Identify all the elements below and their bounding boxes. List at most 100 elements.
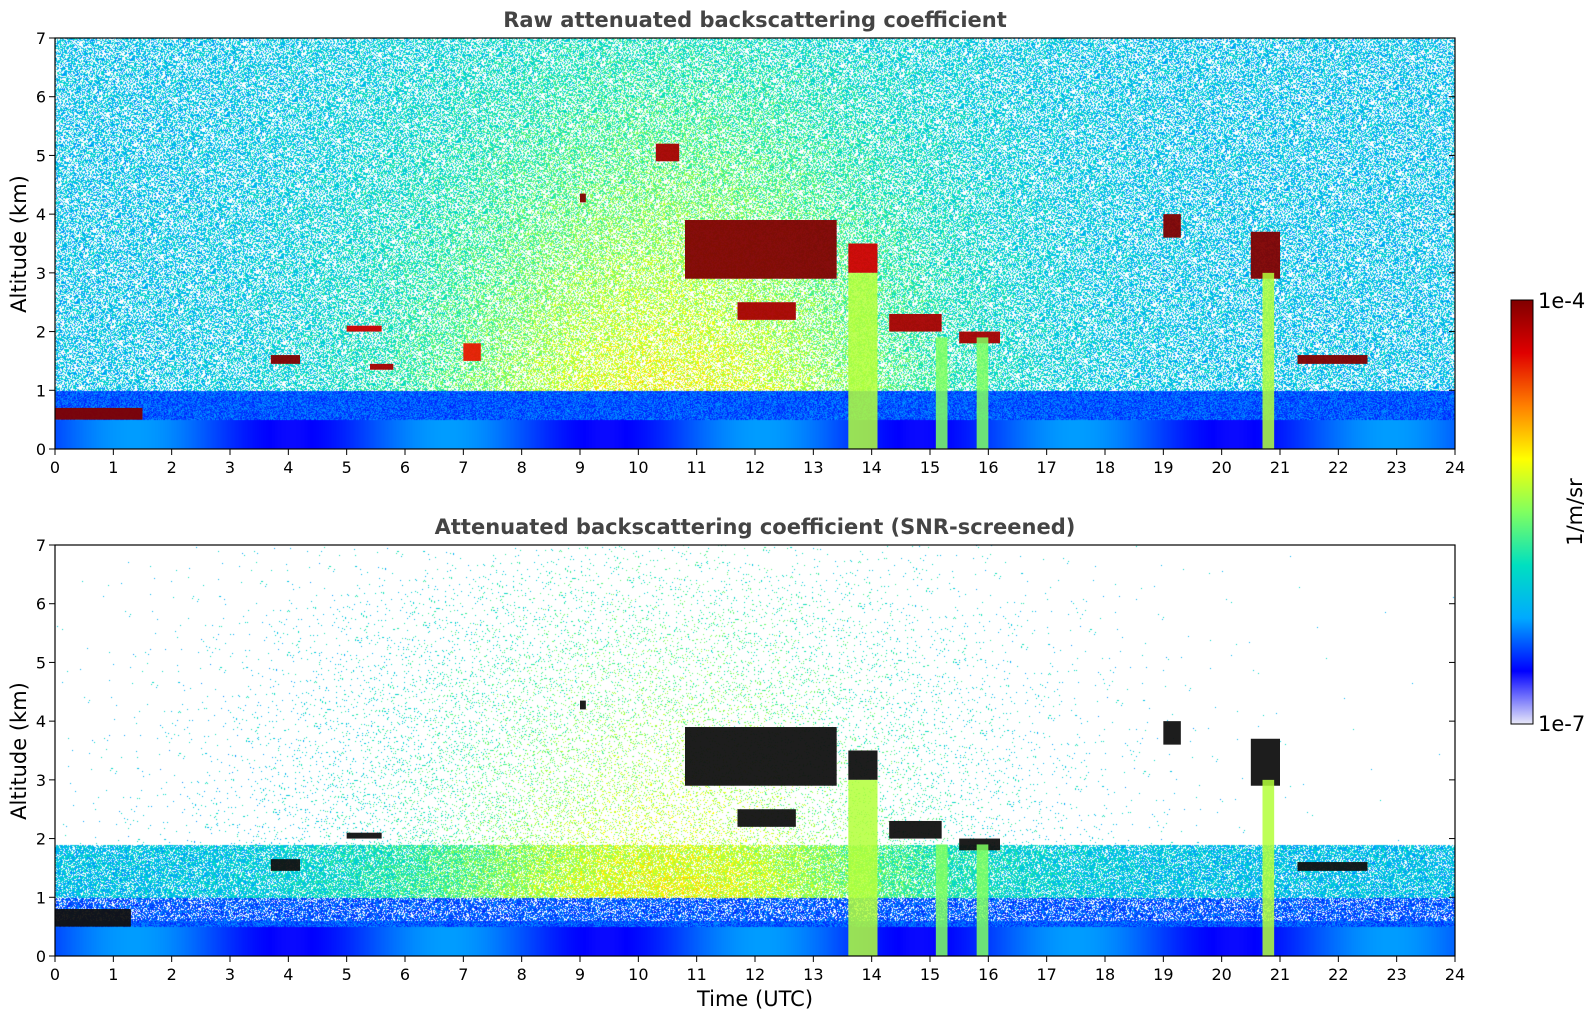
x-tick-label: 11 — [686, 458, 706, 477]
x-tick-label: 12 — [745, 458, 765, 477]
precipitation-feature — [976, 844, 989, 956]
x-tick-label: 5 — [342, 965, 352, 984]
x-tick-label: 22 — [1328, 458, 1348, 477]
x-tick-label: 5 — [342, 458, 352, 477]
x-tick-label: 21 — [1270, 965, 1290, 984]
bottom-panel: Attenuated backscattering coefficient (S… — [7, 515, 1465, 1011]
x-tick-label: 0 — [50, 965, 60, 984]
cloud-feature — [655, 143, 680, 162]
x-tick-label: 23 — [1386, 965, 1406, 984]
precipitation-feature — [1262, 272, 1275, 449]
x-tick-label: 16 — [978, 458, 998, 477]
precipitation-feature — [935, 337, 948, 449]
x-tick-label: 0 — [50, 458, 60, 477]
y-tick-label: 7 — [36, 29, 46, 48]
cloud-feature — [580, 193, 586, 203]
x-tick-label: 2 — [167, 965, 177, 984]
cloud-feature — [889, 313, 942, 332]
y-tick-label: 3 — [36, 264, 46, 283]
x-tick-label: 20 — [1211, 458, 1231, 477]
x-tick-label: 9 — [575, 458, 585, 477]
bottom-panel-title: Attenuated backscattering coefficient (S… — [435, 515, 1076, 539]
cloud-feature — [889, 820, 942, 839]
x-tick-label: 7 — [458, 458, 468, 477]
top-features — [55, 143, 1368, 449]
x-tick-label: 8 — [517, 965, 527, 984]
x-tick-label: 18 — [1095, 965, 1115, 984]
y-tick-label: 3 — [36, 771, 46, 790]
cloud-feature — [737, 809, 796, 827]
cloud-feature — [370, 363, 394, 370]
x-tick-label: 3 — [225, 458, 235, 477]
x-tick-label: 17 — [1036, 458, 1056, 477]
colorbar-gradient — [1510, 299, 1534, 725]
cloud-feature — [1250, 231, 1280, 279]
x-tick-label: 6 — [400, 965, 410, 984]
precipitation-feature — [1262, 779, 1275, 956]
precipitation-feature — [976, 337, 989, 449]
x-tick-label: 4 — [283, 965, 293, 984]
low-cloud-feature — [55, 909, 131, 927]
cloud-feature — [580, 700, 586, 710]
x-tick-label: 19 — [1153, 965, 1173, 984]
bottom-features — [55, 700, 1368, 956]
cloud-feature — [1297, 862, 1368, 871]
cloud-feature — [346, 832, 382, 839]
x-tick-label: 1 — [108, 965, 118, 984]
x-tick-label: 18 — [1095, 458, 1115, 477]
y-tick-label: 0 — [36, 440, 46, 459]
x-tick-label: 6 — [400, 458, 410, 477]
y-tick-label: 6 — [36, 88, 46, 107]
top-axis-ticks: 0 1 2 3 4 5 6 7 8 9 10 11 12 13 14 15 16 17 18 19 20 21 22 23 24… — [36, 29, 1465, 477]
colorbar-unit-label: 1/m/sr — [1563, 478, 1587, 546]
x-axis-label: Time (UTC) — [696, 987, 813, 1011]
x-tick-label: 8 — [517, 458, 527, 477]
x-tick-label: 3 — [225, 965, 235, 984]
precipitation-feature — [848, 272, 878, 449]
x-tick-label: 16 — [978, 965, 998, 984]
x-tick-label: 11 — [686, 965, 706, 984]
top-y-axis-label: Altitude (km) — [7, 175, 31, 313]
x-tick-label: 10 — [628, 965, 648, 984]
precipitation-feature — [848, 779, 878, 956]
top-panel: Raw attenuated backscattering coefficien… — [7, 8, 1465, 477]
x-tick-label: 23 — [1386, 458, 1406, 477]
bottom-axis-ticks: 0 1 2 3 4 5 6 7 8 9 10 11 12 13 14 15 16 17 18 19 20 21 22 23 24… — [36, 536, 1465, 984]
x-tick-label: 7 — [458, 965, 468, 984]
x-tick-label: 15 — [920, 458, 940, 477]
x-tick-label: 22 — [1328, 965, 1348, 984]
x-tick-label: 13 — [803, 965, 823, 984]
x-tick-label: 17 — [1036, 965, 1056, 984]
cloud-feature — [1163, 214, 1181, 238]
x-tick-label: 2 — [167, 458, 177, 477]
x-tick-label: 10 — [628, 458, 648, 477]
y-tick-label: 2 — [36, 323, 46, 342]
top-panel-title: Raw attenuated backscattering coefficien… — [503, 8, 1007, 32]
x-tick-label: 13 — [803, 458, 823, 477]
y-tick-label: 5 — [36, 653, 46, 672]
cloud-feature — [737, 302, 796, 320]
x-tick-label: 14 — [861, 965, 881, 984]
x-tick-label: 19 — [1153, 458, 1173, 477]
y-tick-label: 1 — [36, 381, 46, 400]
cloud-feature — [848, 243, 878, 273]
cloud-feature — [1250, 738, 1280, 786]
x-tick-label: 20 — [1211, 965, 1231, 984]
y-tick-label: 1 — [36, 888, 46, 907]
cloud-feature — [270, 355, 300, 364]
cloud-layer-feature — [685, 220, 837, 279]
y-tick-label: 7 — [36, 536, 46, 555]
cloud-feature — [463, 343, 481, 361]
colorbar-max-label: 1e-4 — [1538, 289, 1585, 313]
cloud-feature — [848, 750, 878, 780]
colorbar-min-label: 1e-7 — [1538, 712, 1585, 736]
x-tick-label: 24 — [1445, 458, 1465, 477]
cloud-feature — [1297, 355, 1368, 364]
bottom-y-axis-label: Altitude (km) — [7, 682, 31, 820]
x-tick-label: 4 — [283, 458, 293, 477]
x-tick-label: 24 — [1445, 965, 1465, 984]
x-tick-label: 15 — [920, 965, 940, 984]
y-tick-label: 4 — [36, 205, 46, 224]
x-tick-label: 1 — [108, 458, 118, 477]
x-tick-label: 9 — [575, 965, 585, 984]
